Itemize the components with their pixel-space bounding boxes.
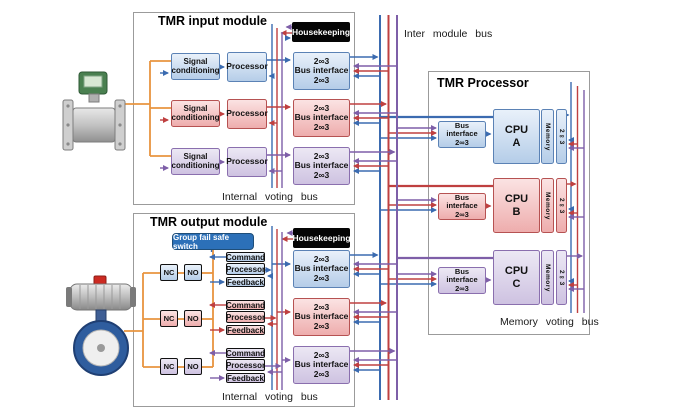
bus-interface-output-b: 2∞3 Bus interface 2∞3 bbox=[293, 298, 350, 336]
output-internal-voting-bus-label: Internal voting bus bbox=[222, 391, 318, 403]
group-fail-safe-switch: Group fail safe switch bbox=[172, 233, 254, 251]
nc-contact-c: NC bbox=[160, 358, 178, 375]
memory-strip-b: Memory bbox=[541, 178, 554, 233]
two-oo-three-label: 2∞3 bbox=[455, 137, 469, 147]
bus-interface-output-a: 2∞3 Bus interface 2∞3 bbox=[293, 250, 350, 288]
processor-c: Processor bbox=[226, 147, 268, 177]
cpu-c-block: CPU C bbox=[493, 250, 540, 305]
output-processor-c: Processor bbox=[225, 359, 266, 371]
two-oo-three-label: 2∞3 bbox=[313, 301, 330, 312]
input-internal-voting-bus-label: Internal voting bus bbox=[222, 191, 318, 203]
processor-module-title: TMR Processor bbox=[437, 76, 529, 90]
two-oo-three-label: 2∞3 bbox=[313, 169, 330, 180]
bus-interface-label: Bus interface bbox=[294, 311, 349, 322]
memory-strip-c: Memory bbox=[541, 250, 554, 305]
channel-a-blue-wiring bbox=[160, 15, 574, 400]
two-oo-three-label: 2∞3 bbox=[313, 102, 330, 113]
bus-interface-input-a: 2∞3 Bus interface 2∞3 bbox=[293, 52, 350, 90]
signal-conditioning-c: Signal conditioning bbox=[171, 148, 220, 175]
no-contact-b: NO bbox=[184, 310, 202, 327]
output-housekeeping-block: Housekeeping bbox=[292, 228, 351, 248]
bus-interface-input-c: 2∞3 Bus interface 2∞3 bbox=[293, 147, 350, 185]
two-oo-three-label: 2∞3 bbox=[455, 283, 469, 293]
actuated-butterfly-valve-image bbox=[66, 275, 136, 376]
input-module-title: TMR input module bbox=[158, 14, 268, 28]
cpu-letter: C bbox=[512, 277, 521, 290]
two-oo-three-label: 2∞3 bbox=[313, 74, 330, 85]
two-oo-three-label: 2∞3 bbox=[313, 55, 330, 66]
turbine-flow-meter-image bbox=[62, 71, 126, 151]
two-oo-three-label: 2∞3 bbox=[455, 209, 469, 219]
cpu-b-block: CPU B bbox=[493, 178, 540, 233]
command-a: Command bbox=[225, 252, 266, 262]
bus-interface-label: Bus interface bbox=[446, 120, 478, 139]
bus-interface-cpu-c: Bus interface 2∞3 bbox=[438, 267, 486, 294]
inter-module-bus-label: Inter module bus bbox=[404, 28, 493, 40]
nc-contact-a: NC bbox=[160, 264, 178, 281]
cpu-label: CPU bbox=[504, 193, 529, 206]
bus-interface-cpu-a: Bus interface 2∞3 bbox=[438, 121, 486, 148]
channel-c-purple-wiring bbox=[160, 15, 585, 400]
cpu-letter: B bbox=[512, 205, 521, 218]
bus-interface-label: Bus interface bbox=[446, 192, 478, 211]
bus-interface-label: Bus interface bbox=[294, 359, 349, 370]
output-module-title: TMR output module bbox=[150, 215, 268, 229]
input-housekeeping-block: Housekeeping bbox=[292, 22, 350, 42]
bus-interface-label: Bus interface bbox=[446, 266, 478, 285]
bus-interface-output-c: 2∞3 Bus interface 2∞3 bbox=[293, 346, 350, 384]
command-b: Command bbox=[225, 300, 266, 310]
field-wiring-orange bbox=[118, 60, 214, 368]
bus-interface-input-b: 2∞3 Bus interface 2∞3 bbox=[293, 99, 350, 137]
bus-interface-label: Bus interface bbox=[294, 65, 349, 76]
cpu-a-block: CPU A bbox=[493, 109, 540, 164]
two-oo-three-label: 2∞3 bbox=[313, 150, 330, 161]
two-oo-three-strip-a: 2∞3 bbox=[556, 109, 567, 164]
signal-conditioning-b: Signal conditioning bbox=[171, 100, 220, 127]
cpu-label: CPU bbox=[504, 265, 529, 278]
bus-interface-label: Bus interface bbox=[294, 160, 349, 171]
no-contact-a: NO bbox=[184, 264, 202, 281]
two-oo-three-strip-b: 2∞3 bbox=[556, 178, 567, 233]
memory-voting-bus-label: Memory voting bus bbox=[500, 316, 599, 328]
two-oo-three-label: 2∞3 bbox=[313, 253, 330, 264]
processor-b: Processor bbox=[226, 99, 268, 129]
processor-a: Processor bbox=[226, 52, 268, 82]
two-oo-three-label: 2∞3 bbox=[313, 121, 330, 132]
two-oo-three-label: 2∞3 bbox=[313, 272, 330, 283]
cpu-label: CPU bbox=[504, 124, 529, 137]
feedback-a: Feedback bbox=[226, 277, 265, 287]
bus-interface-cpu-b: Bus interface 2∞3 bbox=[438, 193, 486, 220]
bus-interface-label: Bus interface bbox=[294, 112, 349, 123]
two-oo-three-label: 2∞3 bbox=[313, 320, 330, 331]
feedback-b: Feedback bbox=[226, 325, 265, 335]
two-oo-three-strip-c: 2∞3 bbox=[556, 250, 567, 305]
command-c: Command bbox=[225, 348, 266, 358]
cpu-letter: A bbox=[512, 136, 521, 149]
bus-interface-label: Bus interface bbox=[294, 263, 349, 274]
nc-contact-b: NC bbox=[160, 310, 178, 327]
signal-conditioning-a: Signal conditioning bbox=[171, 53, 220, 80]
feedback-c: Feedback bbox=[226, 373, 265, 383]
output-processor-b: Processor bbox=[225, 311, 266, 323]
output-processor-a: Processor bbox=[225, 263, 266, 275]
two-oo-three-label: 2∞3 bbox=[313, 349, 330, 360]
two-oo-three-label: 2∞3 bbox=[313, 368, 330, 379]
memory-strip-a: Memory bbox=[541, 109, 554, 164]
no-contact-c: NO bbox=[184, 358, 202, 375]
